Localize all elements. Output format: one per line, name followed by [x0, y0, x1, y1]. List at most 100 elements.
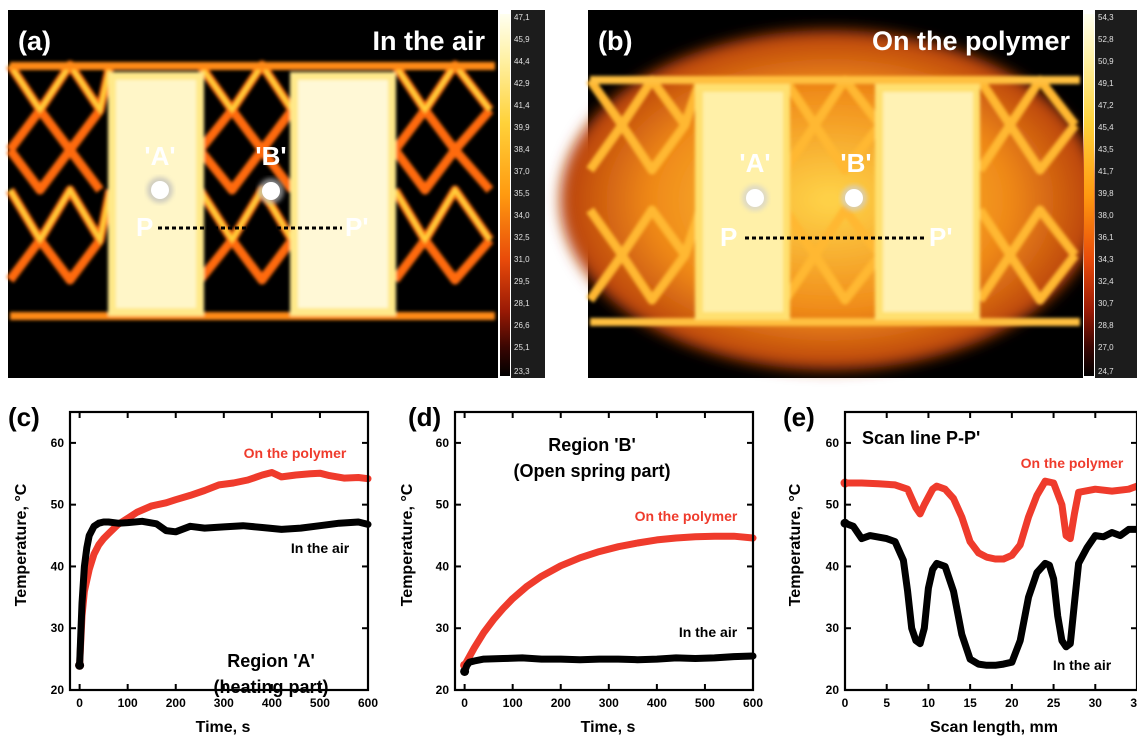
- scale-label: 37,0: [514, 167, 530, 176]
- series-label-polymer: On the polymer: [244, 445, 347, 461]
- colorbar-labels-bg-b: [1095, 10, 1137, 378]
- chart-c: (c) Temperature, °C Time, s Region 'A' (…: [8, 402, 378, 736]
- series-label-air: In the air: [1053, 657, 1112, 673]
- scale-label: 49,1: [1098, 79, 1114, 88]
- scan-line-annotation: Scan line P-P': [862, 428, 980, 448]
- x-tick-label: 500: [695, 696, 715, 710]
- scale-label: 47,2: [1098, 101, 1114, 110]
- scan-end-label: P': [929, 222, 953, 252]
- scan-end-label: P': [345, 212, 369, 242]
- scale-label: 41,4: [514, 101, 530, 110]
- point-label-a: 'A': [739, 148, 770, 178]
- series-label-polymer: On the polymer: [1021, 455, 1124, 471]
- y-axis-label: Temperature, °C: [787, 483, 804, 606]
- chart-e: (e) Temperature, °C Scan length, mm Scan…: [783, 402, 1137, 736]
- scan-start-label: P: [136, 212, 153, 242]
- x-tick-label: 5: [883, 696, 890, 710]
- point-label-a: 'A': [144, 141, 175, 171]
- colorbar-a: [500, 14, 510, 376]
- plot-frame: [843, 410, 1137, 692]
- y-tick-label: 20: [826, 683, 840, 697]
- series-label-air: In the air: [291, 540, 350, 556]
- region-annotation: Region 'B': [548, 435, 636, 455]
- scale-label: 35,5: [514, 189, 530, 198]
- x-tick-label: 35: [1130, 696, 1137, 710]
- series-line-air: [461, 652, 757, 675]
- x-tick-label: 400: [647, 696, 667, 710]
- y-tick-label: 20: [436, 683, 450, 697]
- region-annotation: Region 'A': [227, 651, 315, 671]
- plot-frame: [68, 410, 370, 692]
- colorbar-labels-bg-a: [511, 10, 545, 378]
- thermal-panel-b: 54,3 52,8 50,9 49,1 47,2 45,4 43,5 41,7 …: [560, 10, 1137, 378]
- x-tick-label: 600: [743, 696, 763, 710]
- y-tick-label: 60: [826, 436, 840, 450]
- x-tick-label: 20: [1005, 696, 1019, 710]
- x-axis-label: Time, s: [581, 719, 636, 736]
- x-tick-label: 10: [922, 696, 936, 710]
- scale-label: 31,0: [514, 255, 530, 264]
- series-line-air: [76, 517, 372, 669]
- scale-label: 36,1: [1098, 233, 1114, 242]
- panel-label-d: (d): [408, 402, 441, 432]
- chart-d: (d) Temperature, °C Time, s Region 'B' (…: [399, 402, 763, 736]
- plot-frame: [453, 410, 755, 692]
- series-line-polymer: [461, 532, 757, 669]
- series-line-air: [841, 519, 1137, 669]
- y-tick-label: 50: [826, 498, 840, 512]
- panel-label-c: (c): [8, 402, 40, 432]
- scale-label: 28,1: [514, 299, 530, 308]
- y-axis-label: Temperature, °C: [399, 483, 416, 606]
- x-tick-label: 15: [963, 696, 977, 710]
- y-tick-label: 60: [436, 436, 450, 450]
- scale-label: 28,8: [1098, 321, 1114, 330]
- scale-label: 45,4: [1098, 123, 1114, 132]
- scale-label: 47,1: [514, 13, 530, 22]
- scale-label: 50,9: [1098, 57, 1114, 66]
- y-tick-label: 50: [436, 498, 450, 512]
- point-b-marker: [845, 189, 863, 207]
- y-tick-label: 40: [51, 559, 65, 573]
- series-label-air: In the air: [679, 624, 738, 640]
- panel-label-e: (e): [783, 402, 815, 432]
- scale-label: 27,0: [1098, 343, 1114, 352]
- point-a-marker: [151, 181, 169, 199]
- x-tick-label: 500: [310, 696, 330, 710]
- point-label-b: 'B': [255, 141, 286, 171]
- scale-label: 38,4: [514, 145, 530, 154]
- x-tick-label: 30: [1089, 696, 1103, 710]
- scale-label: 32,5: [514, 233, 530, 242]
- thermal-panel-a: 47,1 45,9 44,4 42,9 41,4 39,9 38,4 37,0 …: [6, 10, 545, 378]
- scale-label: 29,5: [514, 277, 530, 286]
- scale-label: 52,8: [1098, 35, 1114, 44]
- scale-label: 54,3: [1098, 13, 1114, 22]
- scale-label: 38,0: [1098, 211, 1114, 220]
- x-tick-label: 0: [842, 696, 849, 710]
- scale-label: 45,9: [514, 35, 530, 44]
- x-tick-label: 400: [262, 696, 282, 710]
- series-label-polymer: On the polymer: [635, 508, 738, 524]
- x-tick-label: 300: [214, 696, 234, 710]
- x-tick-label: 600: [358, 696, 378, 710]
- region-annotation-sub: (Open spring part): [514, 461, 671, 481]
- colorbar-labels-a: 47,1 45,9 44,4 42,9 41,4 39,9 38,4 37,0 …: [514, 13, 530, 376]
- scale-label: 25,1: [514, 343, 530, 352]
- series-line-polymer: [841, 477, 1137, 563]
- point-b-marker: [262, 182, 280, 200]
- x-tick-label: 0: [76, 696, 83, 710]
- y-tick-label: 50: [51, 498, 65, 512]
- y-tick-label: 30: [826, 621, 840, 635]
- scale-label: 39,8: [1098, 189, 1114, 198]
- series-start-point: [75, 660, 85, 670]
- x-tick-label: 300: [599, 696, 619, 710]
- x-tick-label: 100: [118, 696, 138, 710]
- image-title-a: In the air: [372, 26, 485, 56]
- scale-label: 43,5: [1098, 145, 1114, 154]
- x-tick-label: 25: [1047, 696, 1061, 710]
- colorbar-b: [1084, 14, 1094, 376]
- scale-label: 39,9: [514, 123, 530, 132]
- x-axis-label: Scan length, mm: [930, 719, 1058, 736]
- scale-label: 30,7: [1098, 299, 1114, 308]
- panel-label-a: (a): [18, 26, 51, 56]
